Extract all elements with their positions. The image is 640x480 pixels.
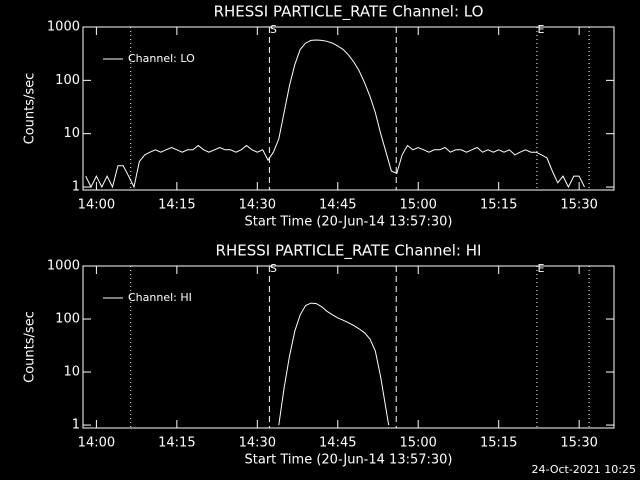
y-axis-label: Counts/sec bbox=[23, 73, 38, 145]
data-line bbox=[278, 302, 390, 426]
footer: 24-Oct-2021 10:25 bbox=[532, 463, 636, 476]
plot-frame bbox=[82, 265, 615, 429]
chart-title: RHESSI PARTICLE_RATE Channel: LO bbox=[214, 3, 484, 22]
x-tick-label: 14:30 bbox=[239, 436, 276, 451]
event-label: E bbox=[537, 23, 544, 36]
x-tick-label: 15:00 bbox=[399, 198, 436, 213]
chart-title: RHESSI PARTICLE_RATE Channel: HI bbox=[216, 242, 482, 261]
y-tick-label: 10 bbox=[63, 126, 80, 141]
x-tick-label: 14:45 bbox=[319, 436, 356, 451]
legend-label: Channel: LO bbox=[128, 52, 195, 65]
x-tick-label: 14:00 bbox=[78, 198, 115, 213]
x-tick-label: 15:15 bbox=[480, 198, 517, 213]
event-label: S bbox=[270, 23, 277, 36]
x-axis-label: Start Time (20-Jun-14 13:57:30) bbox=[245, 215, 453, 230]
x-tick-label: 14:30 bbox=[239, 198, 276, 213]
plot-frame bbox=[82, 26, 615, 191]
y-tick-label: 1 bbox=[72, 418, 80, 433]
event-label: E bbox=[537, 262, 544, 275]
x-tick-label: 14:15 bbox=[158, 198, 195, 213]
event-label: S bbox=[270, 262, 277, 275]
x-tick-label: 14:00 bbox=[78, 436, 115, 451]
x-tick-label: 15:15 bbox=[480, 436, 517, 451]
x-tick-label: 14:15 bbox=[158, 436, 195, 451]
legend-label: Channel: HI bbox=[128, 291, 192, 304]
y-tick-label: 100 bbox=[55, 73, 80, 88]
data-line bbox=[85, 39, 585, 189]
y-tick-label: 10 bbox=[63, 365, 80, 380]
y-axis-label: Counts/sec bbox=[23, 311, 38, 383]
x-tick-label: 15:30 bbox=[560, 198, 597, 213]
y-tick-label: 1000 bbox=[47, 259, 80, 274]
x-tick-label: 15:30 bbox=[560, 436, 597, 451]
x-axis-label: Start Time (20-Jun-14 13:57:30) bbox=[245, 453, 453, 468]
y-tick-label: 1000 bbox=[47, 20, 80, 35]
x-tick-label: 14:45 bbox=[319, 198, 356, 213]
y-tick-label: 100 bbox=[55, 312, 80, 327]
x-tick-label: 15:00 bbox=[399, 436, 436, 451]
y-tick-label: 1 bbox=[72, 180, 80, 195]
